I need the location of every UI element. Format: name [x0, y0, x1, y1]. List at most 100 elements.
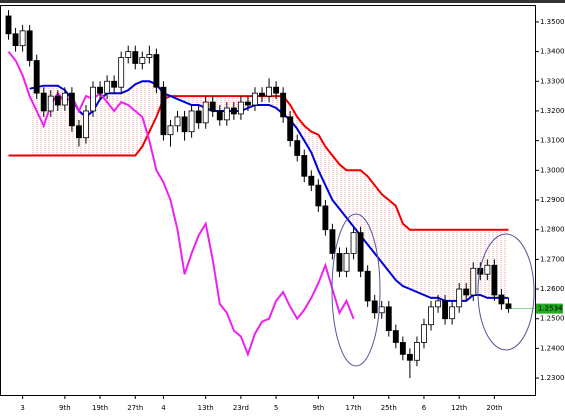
x-tick-label: 9th	[313, 404, 325, 412]
candle-body	[259, 92, 265, 97]
candle-body	[181, 116, 188, 133]
candle-body	[33, 60, 40, 94]
candle-body	[76, 125, 82, 139]
candle-body	[40, 92, 47, 112]
candle-body	[54, 95, 61, 106]
annotation-ellipse	[477, 233, 535, 351]
candle-body	[230, 107, 237, 115]
candle-body	[216, 110, 223, 121]
candle-body	[322, 205, 329, 231]
candle-body	[252, 92, 258, 106]
candle-body	[167, 125, 174, 136]
candle-body	[5, 15, 12, 35]
candle-body	[223, 107, 230, 121]
candle-body	[266, 86, 272, 97]
y-tick-label: 1.23000	[540, 374, 565, 382]
candle-body	[188, 110, 195, 133]
x-tick-label: 27th	[127, 404, 143, 412]
candle-body	[287, 116, 294, 142]
y-tick-label: 1.34000	[540, 48, 565, 56]
y-tick-label: 1.26000	[540, 285, 565, 293]
indicator-line	[8, 95, 509, 231]
y-tick-label: 1.31000	[540, 137, 565, 145]
y-tick-label: 1.24000	[540, 344, 565, 352]
x-tick-label: 6	[422, 404, 427, 412]
x-tick-label: 23rd	[233, 404, 249, 412]
candle-body	[111, 80, 118, 88]
x-tick-label: 19th	[92, 404, 108, 412]
x-tick-label: 9th	[59, 404, 71, 412]
candle-body	[364, 270, 371, 302]
candle-body	[357, 232, 364, 272]
candle-body	[315, 184, 322, 207]
y-tick-label: 1.30000	[540, 166, 565, 174]
candle-body	[392, 330, 399, 343]
candle-body	[442, 300, 449, 320]
y-tick-label: 1.27000	[540, 255, 565, 263]
cloud-hatch	[29, 81, 509, 301]
candle-body	[329, 229, 336, 254]
candle-body	[350, 232, 357, 254]
candle-body	[68, 92, 75, 127]
candle-body	[273, 86, 280, 94]
candle-body	[132, 51, 139, 64]
last-price-label: 1.2534	[538, 305, 563, 313]
x-tick-label: 5	[274, 404, 278, 412]
candle-body	[125, 51, 132, 58]
x-tick-label: 13th	[198, 404, 214, 412]
y-tick-label: 1.25000	[540, 315, 565, 323]
candle-body	[498, 294, 505, 305]
plot-frame	[0, 5, 536, 396]
candle-body	[26, 30, 33, 61]
candle-body	[174, 116, 181, 127]
candle-body	[421, 324, 427, 343]
candle-body	[12, 33, 19, 47]
x-tick-label: 3	[20, 404, 24, 412]
candle-body	[463, 288, 470, 296]
candle-body	[399, 342, 406, 355]
candle-body	[104, 80, 111, 94]
candle-body	[414, 342, 420, 361]
candle-body	[343, 253, 350, 272]
candle-body	[406, 353, 413, 361]
candle-body	[371, 300, 378, 314]
candle-body	[336, 253, 343, 272]
candle-body	[90, 86, 96, 112]
candle-body	[470, 267, 477, 296]
candle-body	[301, 155, 308, 177]
annotation-ellipse	[331, 213, 381, 367]
candle-body	[160, 86, 167, 136]
candle-body	[484, 264, 491, 275]
x-tick-label: 20th	[486, 404, 502, 412]
candle-body	[153, 54, 160, 88]
candle-body	[118, 57, 125, 88]
candle-body	[83, 110, 89, 139]
candle-body	[195, 110, 202, 124]
candle-body	[378, 306, 385, 314]
y-tick-label: 1.35000	[540, 18, 565, 26]
candle-body	[209, 101, 216, 112]
candle-body	[202, 101, 209, 124]
candle-body	[245, 101, 251, 106]
candle-body	[385, 306, 392, 331]
candle-body	[97, 86, 103, 94]
x-tick-label: 25th	[381, 404, 397, 412]
y-tick-label: 1.28000	[540, 226, 565, 234]
candle-body	[280, 92, 287, 118]
candle-body	[435, 300, 441, 308]
last-price-box	[536, 303, 563, 314]
candle-body	[505, 303, 512, 310]
y-tick-label: 1.29000	[540, 196, 565, 204]
candle-body	[449, 306, 456, 320]
candle-body	[456, 288, 463, 308]
candle-body	[294, 140, 301, 156]
candle-body	[491, 264, 498, 296]
candle-body	[47, 95, 54, 112]
candle-body	[237, 101, 244, 115]
top-bar	[0, 0, 565, 3]
candle-body	[61, 92, 68, 106]
x-tick-label: 12th	[451, 404, 467, 412]
candle-body	[308, 175, 315, 186]
y-tick-label: 1.32000	[540, 107, 565, 115]
